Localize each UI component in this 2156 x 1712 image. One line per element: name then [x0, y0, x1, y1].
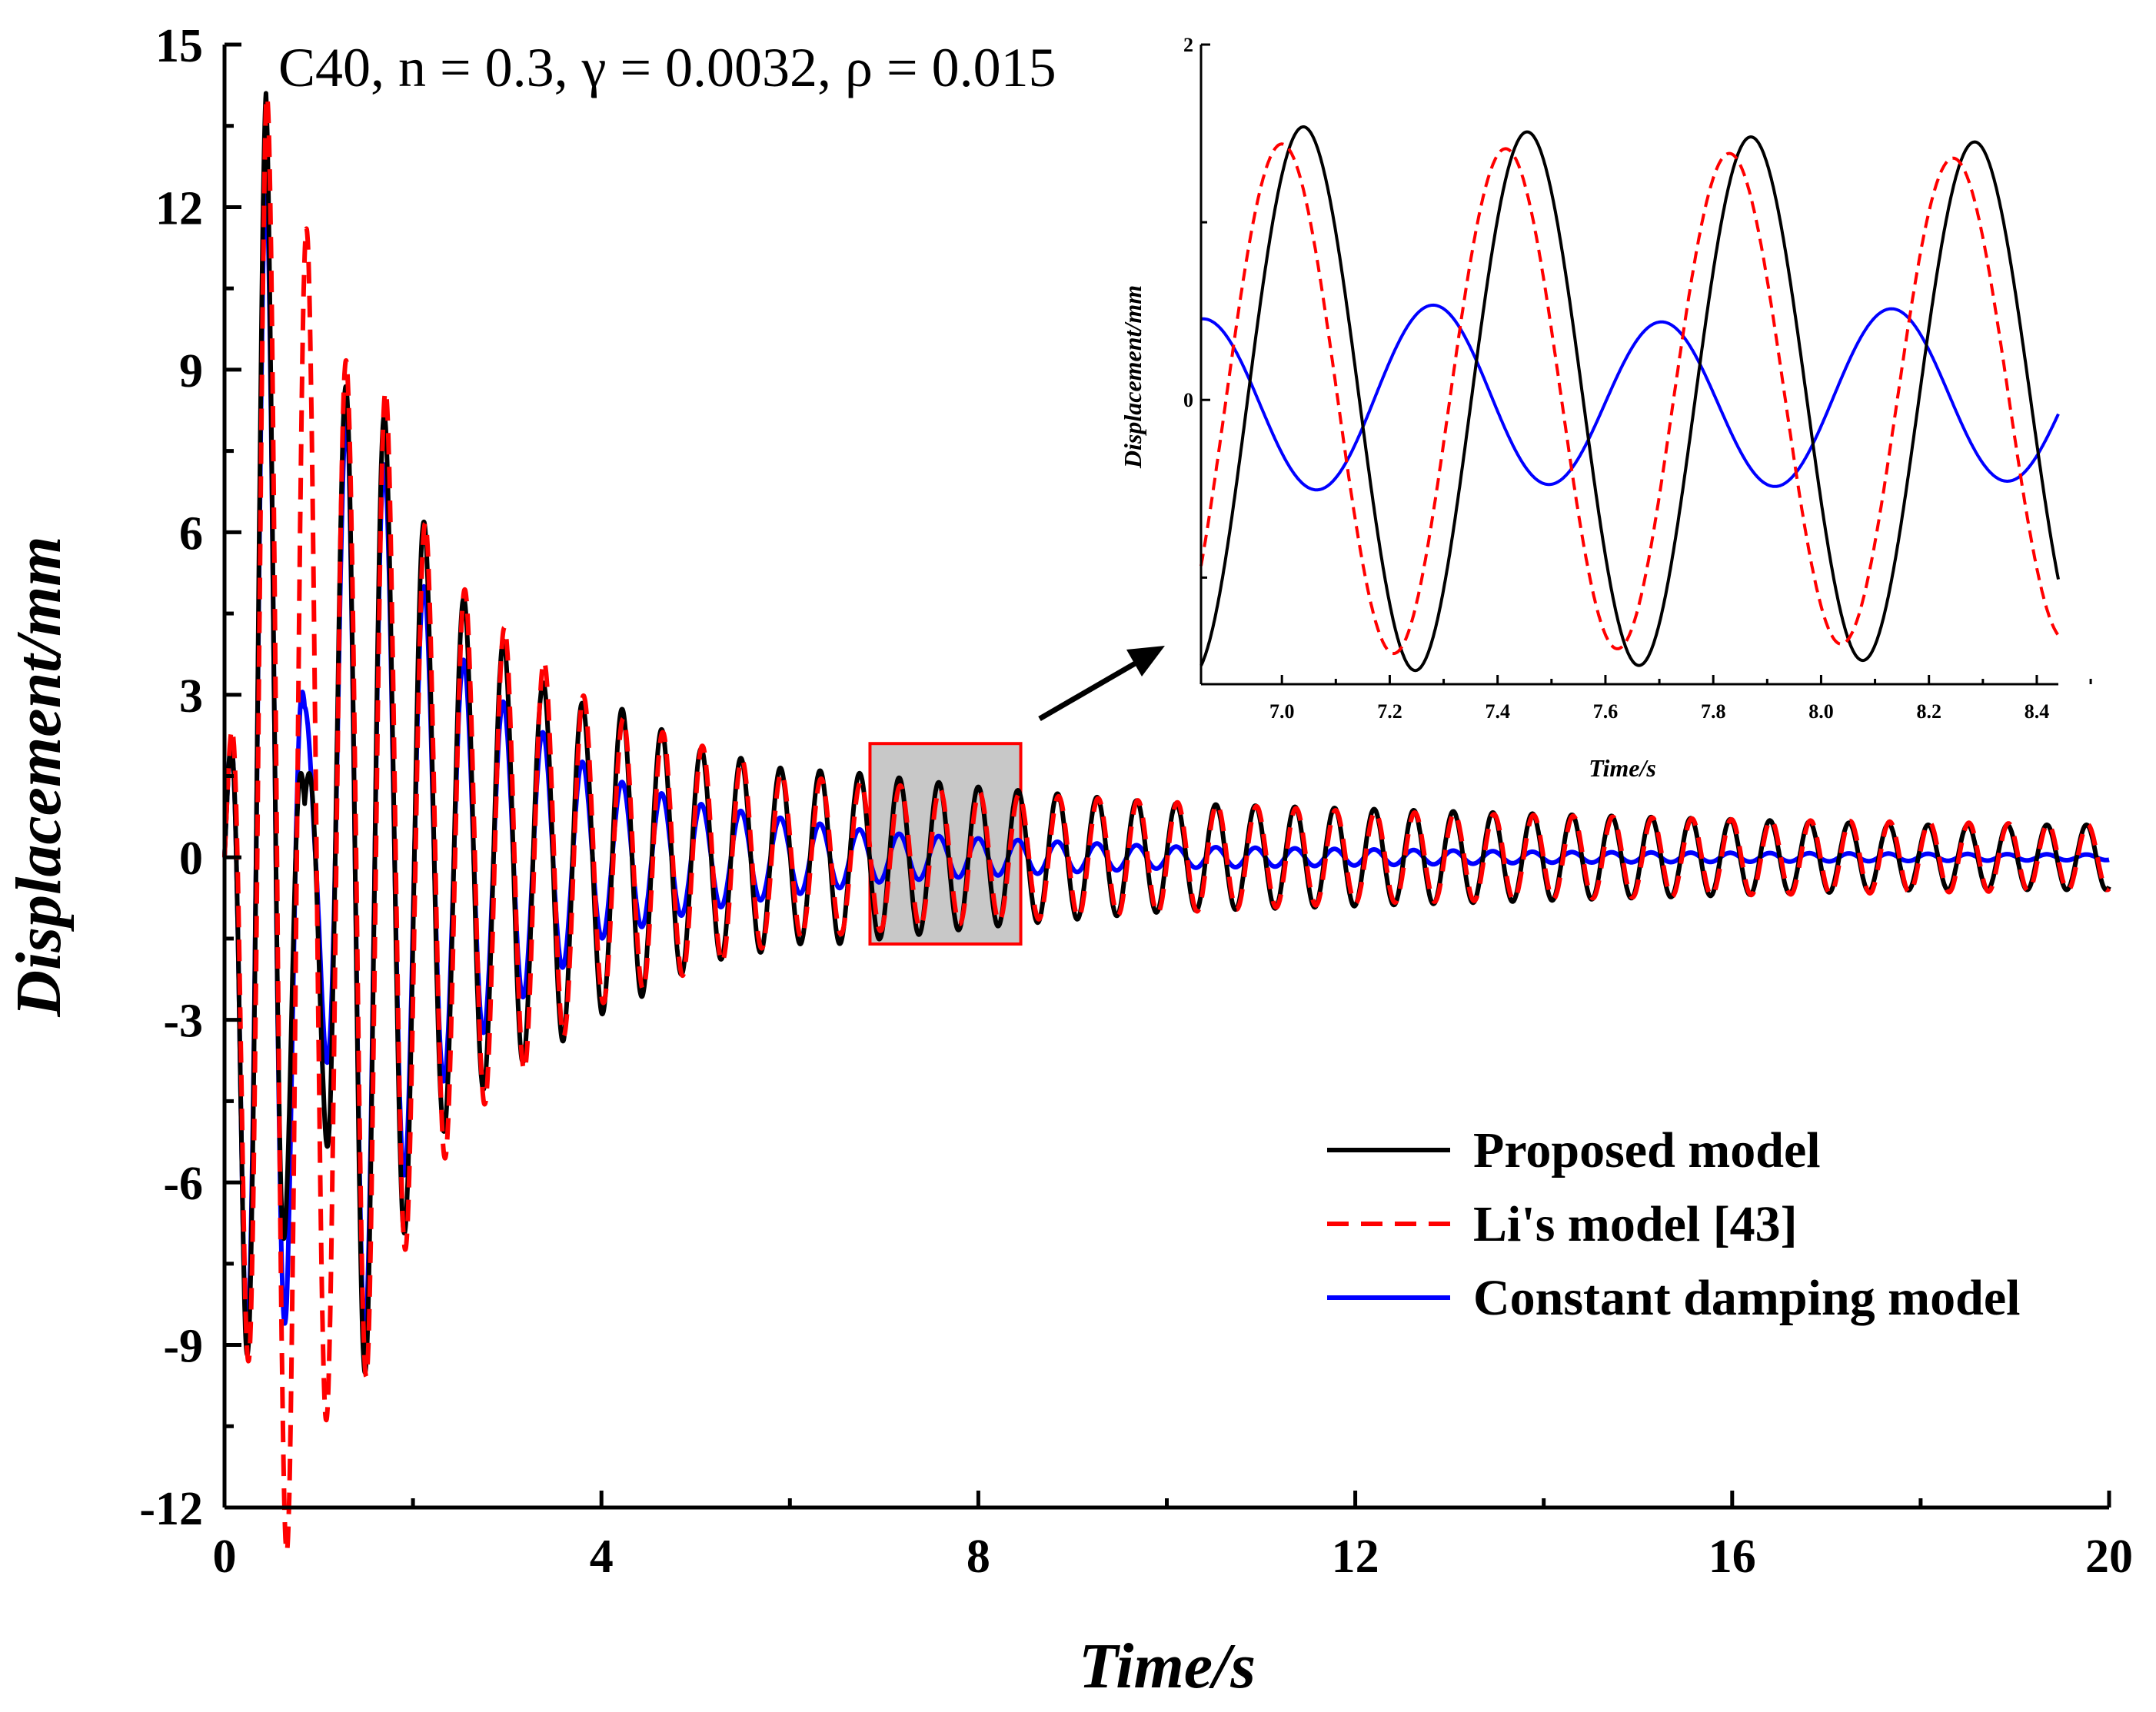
- inset-y-axis-title: Displacement/mm: [1119, 285, 1146, 469]
- legend-label: Proposed model: [1473, 1122, 1821, 1178]
- y-tick-label: 0: [179, 833, 203, 885]
- x-axis-title: Time/s: [1079, 1631, 1256, 1702]
- inset-y-tick-label: 0: [1183, 389, 1193, 411]
- inset-x-tick-label: 7.6: [1593, 700, 1619, 723]
- legend: Proposed model Li's model [43] Constant da…: [1327, 1122, 2020, 1326]
- parameter-annotation: C40, n = 0.3, γ = 0.0032, ρ = 0.015: [278, 37, 1056, 98]
- inset-y-ticks-group: 20: [1183, 34, 1210, 579]
- x-tick-label: 20: [2085, 1531, 2133, 1583]
- y-ticks-group: 15 12 9 6 3 0 -3 -6 -9 -12: [139, 20, 241, 1535]
- series-line-li-s-model-43-: [222, 95, 2111, 1554]
- inset-x-tick-label: 8.2: [1916, 700, 1941, 723]
- inset-background: [1201, 45, 2058, 684]
- zoom-arrow-line: [1038, 660, 1138, 722]
- x-tick-label: 8: [967, 1531, 990, 1583]
- y-tick-label: 3: [179, 670, 203, 723]
- inset-x-tick-label: 7.2: [1377, 700, 1402, 723]
- legend-label: Constant damping model: [1473, 1270, 2020, 1326]
- inset-x-axis-title: Time/s: [1589, 754, 1656, 782]
- y-tick-label: 12: [155, 182, 203, 234]
- y-tick-label: 6: [179, 507, 203, 560]
- x-tick-label: 4: [590, 1531, 614, 1583]
- y-tick-label: 9: [179, 345, 203, 397]
- inset-x-tick-label: 8.4: [2025, 700, 2050, 723]
- inset-y-tick-label: 2: [1183, 34, 1193, 56]
- y-tick-label: -6: [163, 1158, 203, 1210]
- y-tick-label: -3: [163, 996, 203, 1048]
- inset-x-tick-label: 7.4: [1485, 700, 1510, 723]
- x-tick-label: 12: [1332, 1531, 1379, 1583]
- inset-series-group: [1199, 125, 2060, 673]
- inset-series-line-proposed-model: [1199, 125, 2060, 673]
- inset-series-line-constant-damping-model: [1199, 303, 2060, 492]
- inset-x-tick-label: 7.0: [1269, 700, 1295, 723]
- inset-x-ticks-group: 7.0 7.2 7.4 7.6 7.8 8.0 8.2 8.4: [1269, 675, 2092, 723]
- y-tick-label: -9: [163, 1321, 203, 1373]
- zoom-arrowhead: [1126, 646, 1165, 676]
- x-tick-label: 0: [213, 1531, 237, 1583]
- legend-label: Li's model [43]: [1473, 1196, 1798, 1252]
- x-ticks-group: 0 4 8 12 16 20: [213, 1491, 2133, 1583]
- main-series-group: [222, 91, 2111, 1554]
- y-axis-title: Displacement/mm: [3, 536, 75, 1017]
- inset-series-line-li-s-model-43-: [1199, 142, 2060, 656]
- inset-x-tick-label: 7.8: [1701, 700, 1726, 723]
- y-tick-label: -12: [139, 1483, 203, 1535]
- inset-x-tick-label: 8.0: [1808, 700, 1834, 723]
- x-tick-label: 16: [1708, 1531, 1756, 1583]
- y-tick-label: 15: [155, 20, 203, 72]
